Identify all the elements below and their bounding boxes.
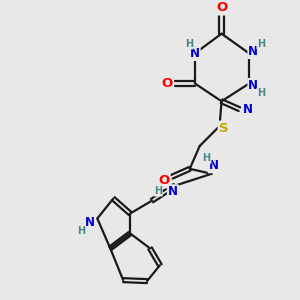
Text: O: O xyxy=(161,77,172,90)
Text: H: H xyxy=(257,88,266,98)
Text: N: N xyxy=(84,216,94,229)
Text: O: O xyxy=(158,174,169,187)
Text: N: N xyxy=(242,103,252,116)
Text: H: H xyxy=(77,226,86,236)
Text: N: N xyxy=(168,185,178,198)
Text: O: O xyxy=(216,1,227,14)
Text: N: N xyxy=(208,159,219,172)
Text: H: H xyxy=(202,153,211,163)
Text: S: S xyxy=(219,122,228,135)
Text: N: N xyxy=(248,45,258,58)
Text: H: H xyxy=(257,39,266,49)
Text: N: N xyxy=(190,47,200,60)
Text: H: H xyxy=(185,39,193,49)
Text: N: N xyxy=(248,79,258,92)
Text: H: H xyxy=(154,186,162,196)
